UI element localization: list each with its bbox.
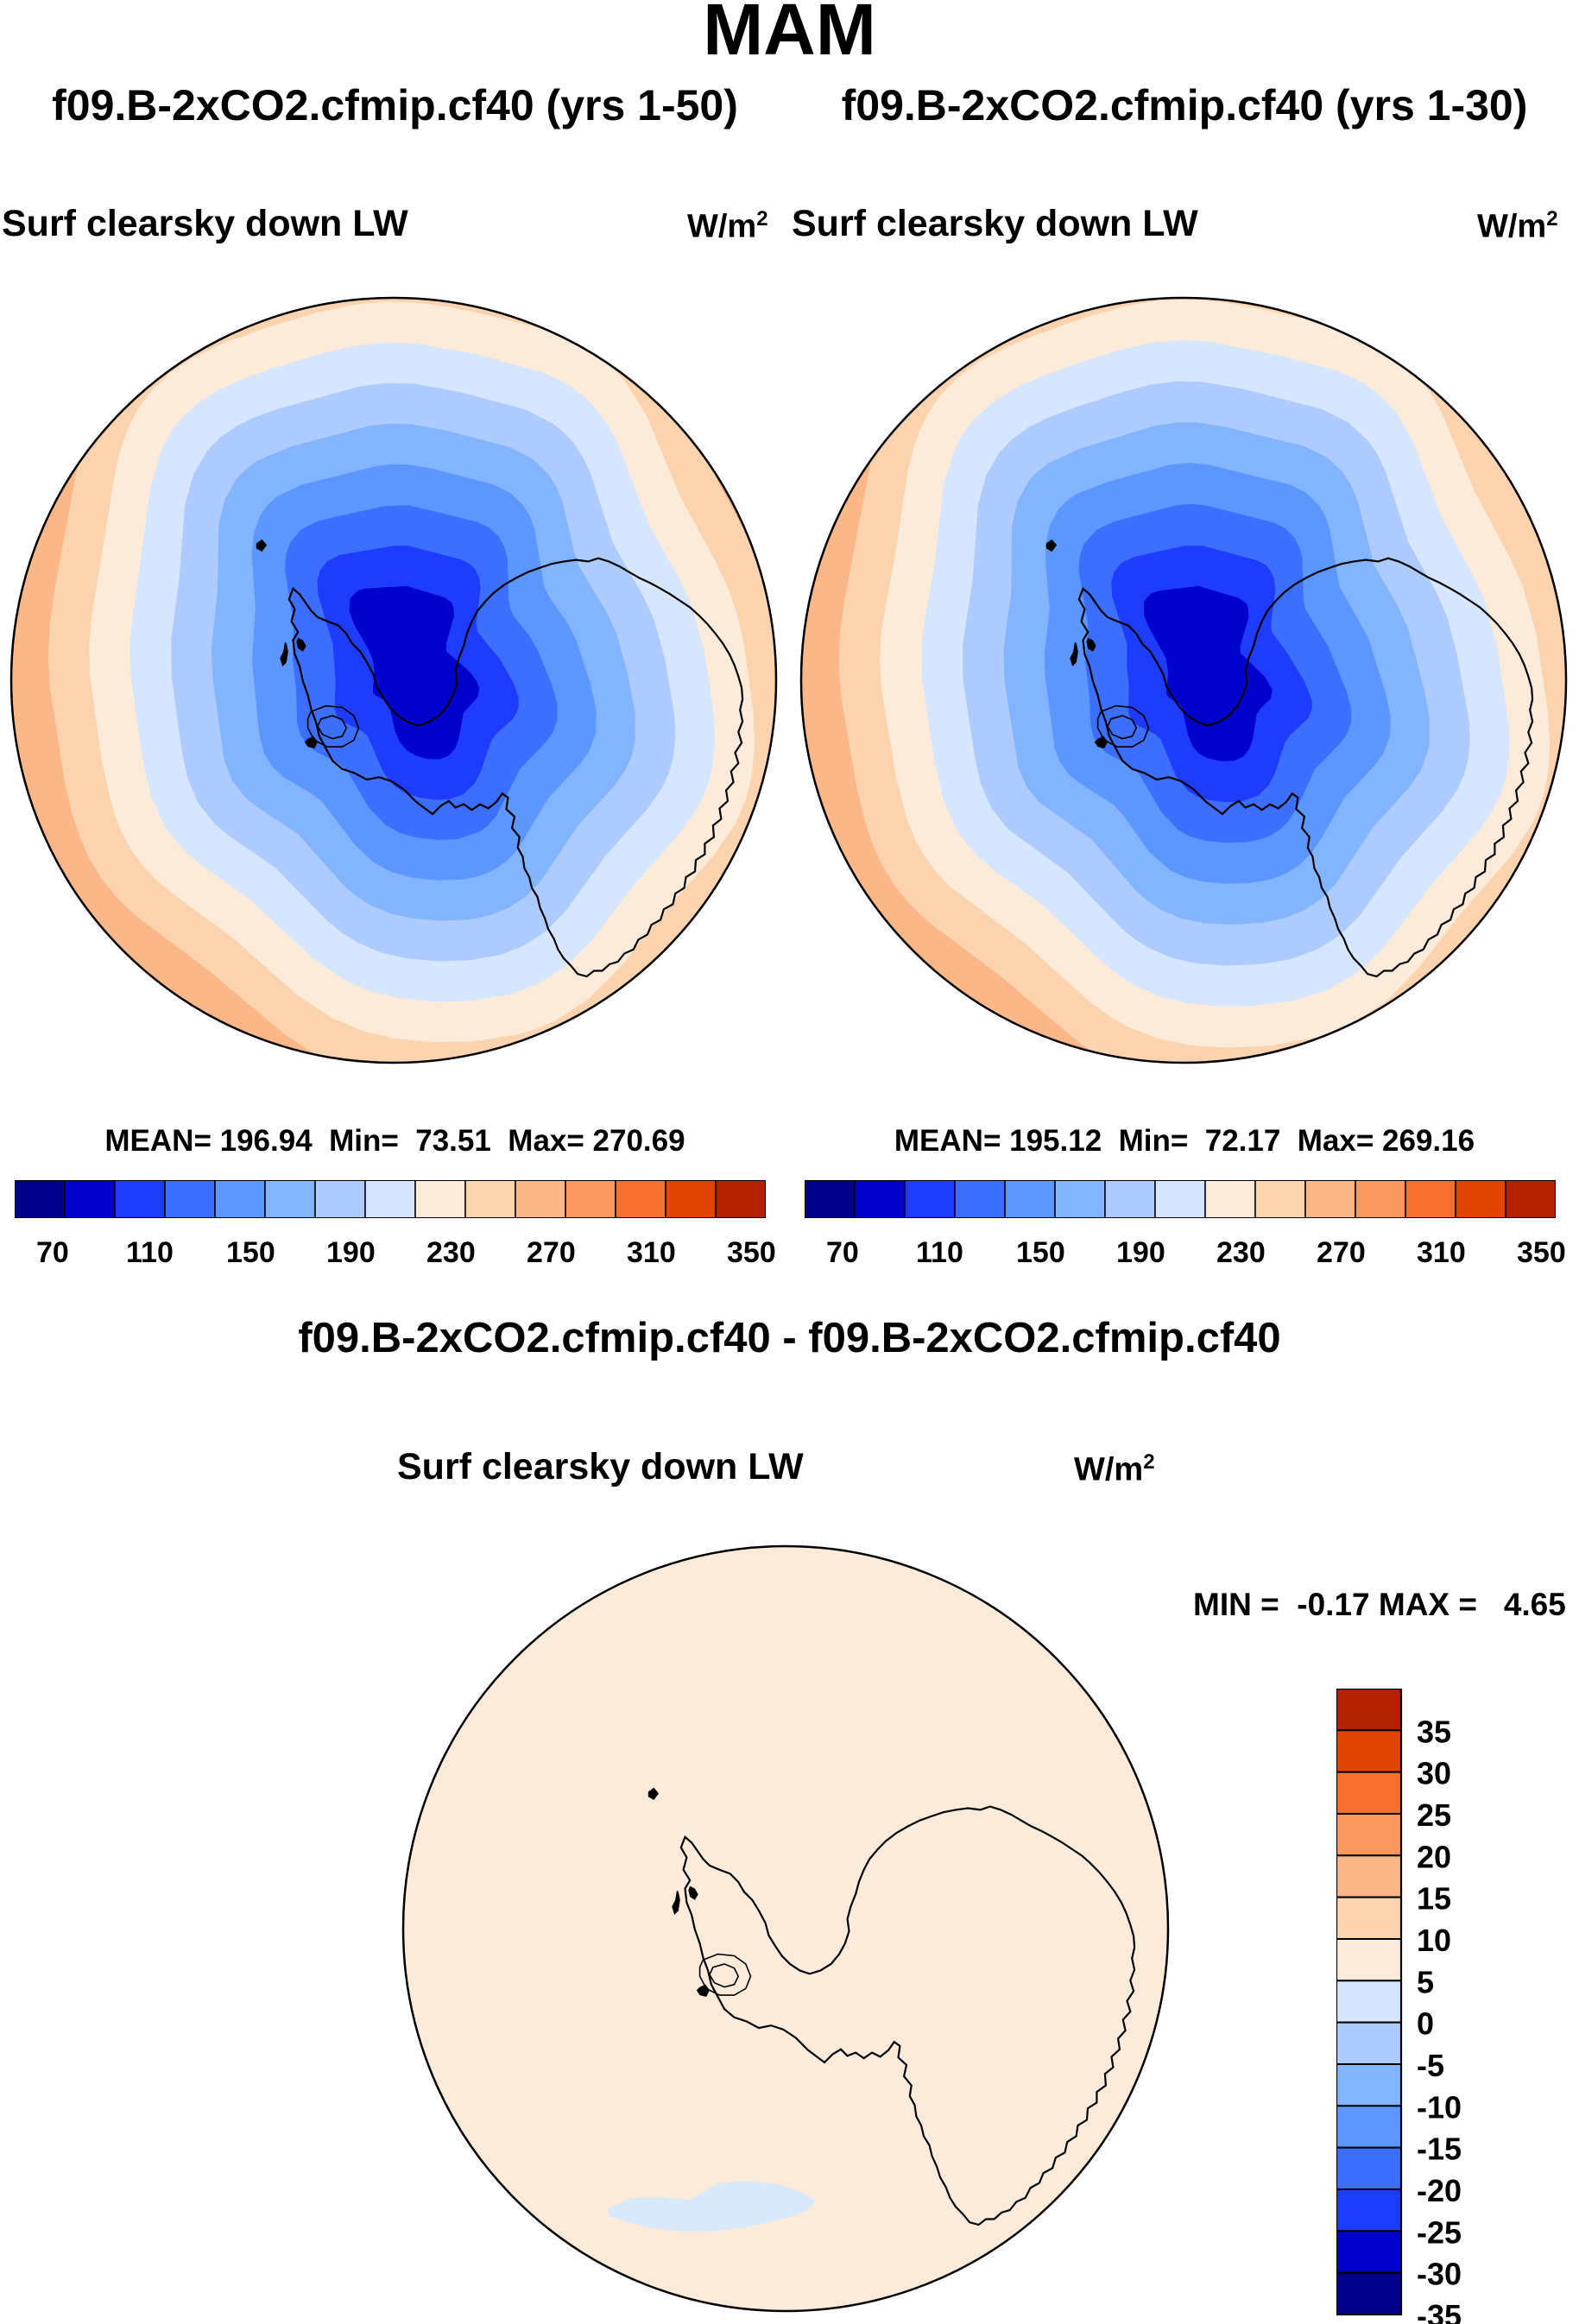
svg-text:-5: -5 xyxy=(1417,2048,1444,2083)
svg-text:35: 35 xyxy=(1417,1714,1451,1749)
svg-text:15: 15 xyxy=(1417,1881,1451,1917)
svg-text:-20: -20 xyxy=(1417,2173,1462,2208)
svg-text:-10: -10 xyxy=(1417,2089,1462,2125)
svg-text:10: 10 xyxy=(1417,1923,1451,1958)
svg-text:30: 30 xyxy=(1417,1756,1451,1791)
svg-text:-35: -35 xyxy=(1417,2298,1462,2324)
svg-text:0: 0 xyxy=(1417,2006,1434,2042)
svg-text:-15: -15 xyxy=(1417,2131,1462,2167)
svg-text:-25: -25 xyxy=(1417,2214,1462,2250)
svg-text:-30: -30 xyxy=(1417,2257,1462,2292)
svg-text:5: 5 xyxy=(1417,1964,1434,1999)
svg-text:20: 20 xyxy=(1417,1839,1451,1874)
svg-text:25: 25 xyxy=(1417,1797,1451,1833)
